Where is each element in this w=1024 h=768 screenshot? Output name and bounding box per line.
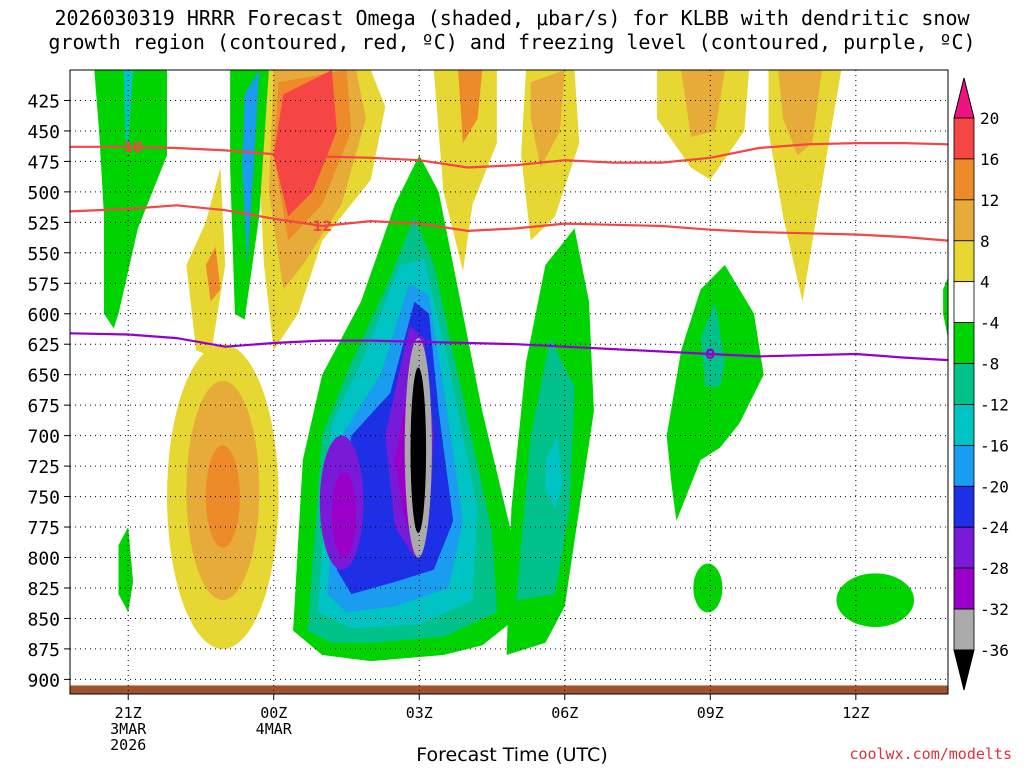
colorbar-swatch-0 (953, 117, 975, 160)
colorbar-label-8: -16 (980, 436, 1009, 455)
credit-link[interactable]: coolwx.com/modelts (849, 745, 1012, 763)
colorbar-label-2: 12 (980, 191, 999, 210)
colorbar-bottom-arrow (953, 649, 975, 691)
contour-label-2: 0 (705, 347, 715, 363)
x-tick-label-21Z-0: 21Z (115, 704, 142, 722)
colorbar-label-9: -20 (980, 477, 1009, 496)
colorbar-swatch-10 (953, 526, 975, 569)
descent-aloft-20z-green (94, 70, 167, 329)
colorbar-label-7: -12 (980, 395, 1009, 414)
contour-line-0 (70, 142, 949, 169)
ascent-12z-small-level-6 (836, 573, 915, 627)
descent-21z-small-green (118, 527, 134, 613)
colorbar-swatch-8 (953, 444, 975, 487)
title-line-2: growth region (contoured, red, ºC) and f… (48, 30, 976, 54)
x-tick-label-21Z-1: 3MAR (110, 720, 147, 738)
y-tick-label-725: 725 (27, 457, 60, 478)
title-line-1: 2026030319 HRRR Forecast Omega (shaded, … (54, 6, 970, 30)
y-tick-label-550: 550 (27, 244, 60, 265)
ascent-09z-small-level-6 (693, 563, 723, 613)
colorbar-label-3: 8 (980, 232, 990, 251)
colorbar-label-12: -32 (980, 600, 1009, 619)
contour-line-2 (69, 332, 949, 362)
x-tick-label-03Z-0: 03Z (406, 704, 433, 722)
y-tick-label-875: 875 (27, 640, 60, 661)
colorbar-label-13: -36 (980, 641, 1009, 660)
ascent-05z-cyan (545, 435, 563, 509)
colorbar-label-11: -28 (980, 559, 1009, 578)
colorbar-swatch-12 (953, 608, 975, 651)
x-axis-title: Forecast Time (UTC) (416, 744, 608, 766)
y-tick-label-850: 850 (27, 609, 60, 630)
y-tick-label-575: 575 (27, 274, 60, 295)
descent-04z-yellow (433, 70, 497, 272)
descent-11z-yellow (768, 70, 842, 302)
x-tick-label-09Z-0: 09Z (697, 704, 724, 722)
descent-2230z-level-2 (205, 445, 240, 548)
y-tick-label-500: 500 (27, 183, 60, 204)
x-tick-label-00Z-0: 00Z (260, 704, 287, 722)
ascent-09z-teal (700, 301, 725, 387)
x-tick-label-06Z-0: 06Z (551, 704, 578, 722)
ascent-13z-edge-green (943, 277, 948, 339)
plot-frame (69, 69, 949, 695)
y-tick-label-675: 675 (27, 396, 60, 417)
descent-0030z-red (273, 70, 337, 217)
contour-label-1: 12 (313, 219, 332, 235)
colorbar-swatch-5 (953, 322, 975, 364)
y-tick-label-700: 700 (27, 427, 60, 448)
y-tick-label-450: 450 (27, 122, 60, 143)
y-tick-label-750: 750 (27, 488, 60, 509)
y-tick-label-600: 600 (27, 305, 60, 326)
colorbar-label-1: 16 (980, 150, 999, 169)
colorbar-swatch-9 (953, 485, 975, 528)
y-tick-label-900: 900 (27, 670, 60, 691)
colorbar-swatch-7 (953, 404, 975, 446)
colorbar-swatch-3 (953, 240, 975, 283)
ascent-03z-core-level-14 (410, 367, 427, 534)
y-tick-label-650: 650 (27, 366, 60, 387)
x-tick-label-00Z-1: 4MAR (256, 720, 293, 738)
colorbar-label-4: 4 (980, 273, 990, 292)
ground-fill (70, 685, 948, 694)
descent-2230z-yellow (186, 167, 226, 357)
colorbar-swatch-2 (953, 199, 975, 242)
y-tick-label-475: 475 (27, 152, 60, 173)
colorbar-top-arrow (953, 77, 975, 119)
descent-09z-gold (681, 70, 725, 137)
y-tick-label-775: 775 (27, 518, 60, 539)
x-tick-label-12Z-0: 12Z (842, 704, 869, 722)
y-tick-label-625: 625 (27, 335, 60, 356)
colorbar-swatch-6 (953, 363, 975, 405)
y-tick-label-825: 825 (27, 579, 60, 600)
colorbar-swatch-11 (953, 567, 975, 610)
colorbar-label-5: -4 (980, 314, 999, 333)
colorbar-swatch-4 (953, 281, 975, 324)
contour-line-1 (69, 204, 949, 242)
omega-shading (94, 70, 948, 662)
ascent-09z-green (666, 265, 764, 521)
descent-11z-gold (778, 70, 822, 156)
ascent-0115z-level-12 (331, 472, 357, 558)
colorbar-label-10: -24 (980, 518, 1009, 537)
colorbar-swatch-1 (953, 158, 975, 201)
descent-04z-orange (458, 70, 483, 144)
grid (70, 70, 948, 694)
colorbar-label-0: 20 (980, 109, 999, 128)
descent-2230z-orange (205, 246, 221, 302)
y-tick-label-425: 425 (27, 91, 60, 112)
descent-aloft-20z-teal (123, 70, 134, 144)
x-tick-label-21Z-2: 2026 (110, 736, 146, 754)
descent-0530z-gold (530, 70, 565, 168)
chart-title: 2026030319 HRRR Forecast Omega (shaded, … (0, 6, 1024, 54)
y-tick-label-525: 525 (27, 213, 60, 234)
colorbar-label-6: -8 (980, 355, 999, 374)
contour-label-0: 18 (123, 140, 142, 156)
y-tick-label-800: 800 (27, 549, 60, 570)
descent-2330z-blue (242, 70, 260, 265)
